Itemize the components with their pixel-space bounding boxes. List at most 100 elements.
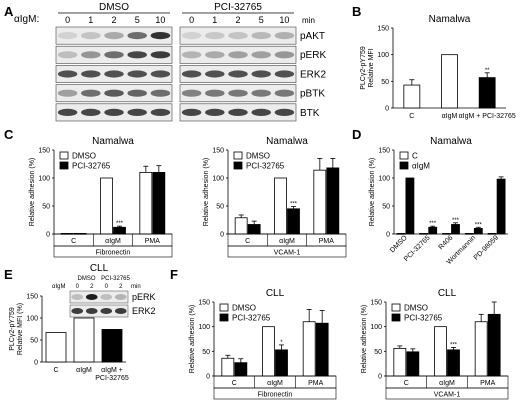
blot-band (150, 89, 171, 97)
timepoint-label: 10 (155, 15, 165, 25)
coating-label: VCAM-1 (274, 250, 301, 257)
blot-band (228, 108, 248, 116)
blot-band (57, 70, 78, 78)
legend-label: DMSO (246, 152, 270, 161)
x-category-label: R406 (438, 234, 455, 251)
x-category-label: αIgM (76, 367, 92, 374)
y-axis-label: Relative adhesion (%) (361, 305, 368, 373)
x-category-label: αIgM (442, 113, 458, 120)
blot-band (251, 108, 271, 116)
blot-band (228, 89, 248, 97)
bar (326, 167, 340, 235)
panel-letter-d: D (352, 127, 361, 142)
panel-letter-f: F (170, 267, 178, 282)
bar (428, 226, 438, 235)
bar (393, 347, 407, 377)
timepoint-label: 5 (259, 15, 264, 25)
blot-band (104, 51, 124, 59)
chart-title: Namalwa (429, 14, 471, 25)
legend-swatch (59, 161, 69, 170)
blot-band (104, 70, 124, 78)
blot-band (205, 31, 225, 40)
bar (473, 227, 483, 235)
bar (403, 84, 421, 109)
coating-box (53, 245, 173, 258)
x-category-label: αIgM (267, 380, 283, 387)
legend-swatch (233, 161, 243, 170)
y-tick-label: 150 (377, 26, 389, 33)
bar (100, 177, 113, 235)
blot-band (181, 51, 202, 59)
timepoint-label: 0 (65, 15, 70, 25)
legend-label: DMSO (232, 304, 256, 313)
blot-band (57, 108, 78, 116)
legend-swatch (399, 151, 409, 160)
significance-mark: * (280, 340, 283, 346)
bar (101, 329, 123, 363)
legend-label: C (412, 152, 418, 161)
bar (275, 349, 288, 377)
inset-blot-strip (69, 304, 129, 318)
legend-label: DMSO (404, 304, 428, 313)
significance-mark: ** (485, 68, 490, 74)
bar (73, 317, 95, 363)
inset-blot-strip (69, 290, 129, 304)
y-tick-label: 0 (385, 106, 389, 113)
bar (113, 226, 126, 235)
bar (434, 326, 447, 377)
blot-band (104, 89, 124, 97)
inset-blot-band (100, 294, 113, 300)
x-category-label: C (245, 238, 250, 245)
western-blot-panel: αIgM: DMSO PCI-32765 0 1 2 5 10 0 1 2 5 10 min pAKT pER… (14, 2, 327, 122)
y-tick-label: 50 (216, 204, 224, 211)
bar (447, 349, 460, 377)
bar (496, 178, 506, 235)
significance-mark: *** (452, 218, 460, 224)
x-category-label: PD-98059 (473, 234, 500, 261)
legend-label: PCI-32765 (404, 314, 443, 323)
blot-band (127, 70, 147, 78)
y-tick-label: 0 (220, 232, 224, 239)
bar (302, 321, 316, 377)
blot-band (127, 108, 147, 116)
legend-swatch (399, 161, 409, 170)
x-category-label: C (404, 380, 409, 387)
legend-label: DMSO (72, 152, 96, 161)
blot-band (57, 31, 78, 40)
inset-blot-band (114, 308, 127, 314)
y-tick-label: 150 (198, 300, 210, 307)
x-category-label: αIgM + PCI-32765 (459, 113, 516, 120)
stimulus-label: αIgM: (14, 14, 39, 25)
blot-band (127, 51, 147, 59)
y-axis-label: Relative adhesion (%) (29, 158, 36, 226)
bar (419, 233, 429, 235)
x-category-label: αIgM (105, 238, 121, 245)
blot-band (205, 89, 225, 97)
blot-band (150, 70, 171, 78)
timepoint-label: 0 (189, 15, 194, 25)
treatment-group-label: DMSO (99, 2, 129, 13)
y-tick-label: 100 (26, 316, 38, 323)
blot-band (81, 31, 101, 40)
y-tick-label: 100 (377, 52, 389, 59)
blot-band (251, 51, 271, 59)
y-axis-label: PLCγ2-pY759Relative MFI (%) (9, 303, 24, 355)
blot-band (251, 89, 271, 97)
blot-band (81, 89, 101, 97)
blot-band (228, 70, 248, 78)
y-axis-label: Relative adhesion (%) (203, 158, 210, 226)
x-category-label: DMSO (389, 234, 409, 254)
blot-band (181, 70, 202, 78)
x-category-label: C (232, 380, 237, 387)
y-axis-label: Relative adhesion (%) (369, 158, 376, 226)
blot-protein-label: pAKT (300, 31, 325, 42)
bar (234, 362, 248, 377)
x-category-label: αIgM + PCI-32765 (95, 367, 129, 382)
inset-time-label: 2 (119, 284, 123, 290)
blot-band (228, 31, 248, 40)
y-tick-label: 50 (202, 349, 210, 356)
blot-band (127, 89, 147, 97)
